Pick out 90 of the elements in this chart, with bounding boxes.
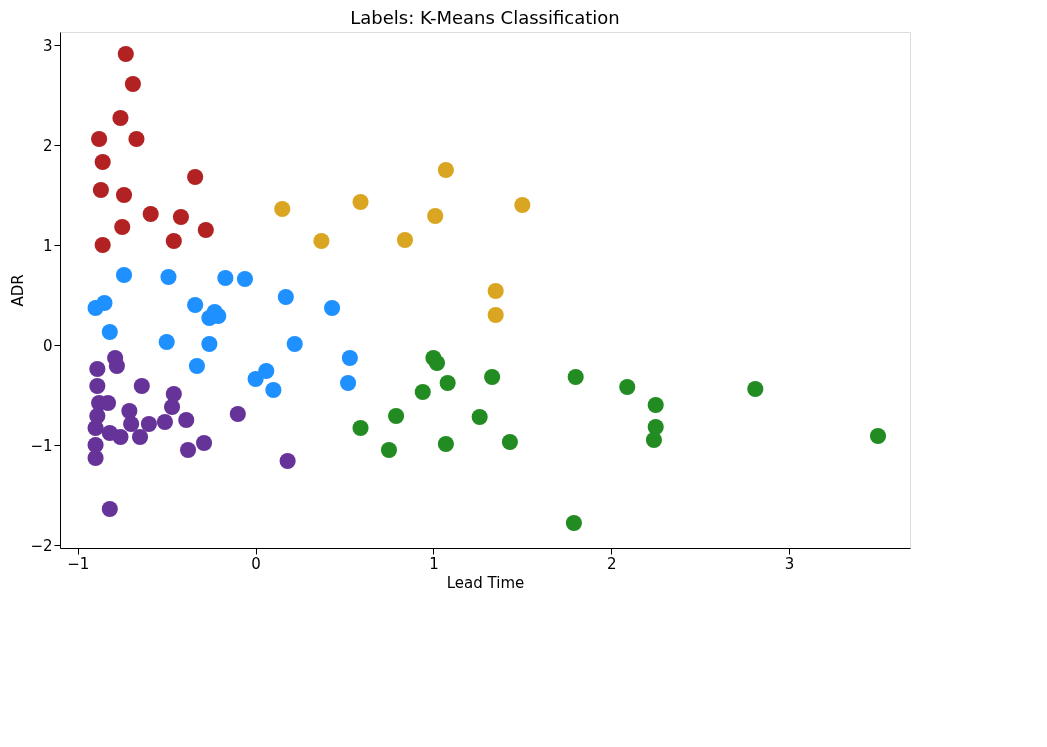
point — [236, 270, 253, 288]
point — [619, 378, 636, 396]
point — [156, 413, 173, 431]
point — [747, 380, 764, 398]
point — [195, 434, 213, 452]
x-tick-label: 3 — [784, 554, 795, 573]
x-tick-label: −1 — [67, 554, 90, 573]
point — [274, 200, 291, 218]
point — [140, 415, 157, 433]
x-tick-label: 1 — [429, 554, 439, 573]
point — [96, 294, 113, 312]
point — [487, 282, 504, 300]
point — [428, 354, 446, 372]
point — [340, 374, 357, 392]
point — [286, 335, 303, 353]
point — [92, 181, 109, 199]
x-tick-label: 2 — [606, 554, 617, 573]
y-tick-label: 2 — [42, 136, 53, 155]
point — [439, 374, 456, 392]
point — [258, 362, 275, 380]
point — [187, 296, 204, 314]
point — [158, 333, 175, 351]
point — [101, 323, 118, 341]
y-tick-label: 0 — [42, 336, 53, 355]
point — [187, 168, 204, 186]
point — [91, 130, 108, 148]
point — [277, 288, 294, 306]
point — [567, 368, 584, 386]
point — [172, 208, 189, 226]
point — [265, 381, 282, 399]
point — [89, 360, 106, 378]
point — [279, 452, 296, 470]
point — [94, 236, 111, 254]
point — [217, 269, 234, 287]
point — [89, 407, 106, 425]
x-axis-title: Lead Time — [446, 573, 525, 592]
point — [324, 299, 341, 317]
point — [87, 449, 104, 467]
point — [352, 193, 369, 211]
point — [197, 221, 214, 239]
point — [133, 377, 150, 395]
point — [142, 205, 159, 223]
point — [501, 433, 518, 451]
point — [647, 396, 664, 414]
point — [396, 231, 414, 249]
point — [114, 218, 131, 236]
y-tick-label: −1 — [30, 436, 53, 455]
point — [165, 232, 182, 250]
point — [341, 349, 358, 367]
point — [115, 186, 133, 204]
point — [380, 441, 398, 459]
point — [869, 427, 887, 445]
point — [117, 45, 134, 63]
point — [471, 408, 488, 426]
point — [514, 196, 531, 214]
point — [247, 370, 264, 388]
point — [128, 130, 145, 148]
point — [427, 207, 444, 225]
point — [160, 268, 177, 286]
point — [94, 153, 111, 171]
point — [313, 232, 330, 250]
point — [179, 441, 197, 459]
point — [484, 368, 501, 386]
point — [124, 75, 141, 93]
chart-title: Labels: K-Means Classification — [350, 7, 620, 28]
point — [201, 335, 218, 353]
point — [178, 411, 195, 429]
x-tick-label: 0 — [251, 554, 261, 573]
point — [101, 424, 118, 442]
point — [414, 383, 431, 401]
point — [115, 266, 133, 284]
point — [645, 431, 662, 449]
point — [437, 161, 454, 179]
point — [565, 514, 582, 532]
point — [163, 398, 181, 416]
point — [229, 405, 246, 423]
point — [487, 306, 504, 324]
point — [131, 428, 149, 446]
point — [352, 419, 369, 437]
point — [112, 109, 129, 127]
y-axis-title: ADR — [9, 274, 28, 307]
point — [388, 407, 405, 425]
point — [101, 500, 118, 518]
point — [188, 357, 205, 375]
point — [89, 377, 106, 395]
y-tick-label: 3 — [42, 36, 53, 55]
y-tick-label: 1 — [42, 236, 53, 255]
point — [123, 415, 140, 433]
point — [437, 435, 454, 453]
y-tick-label: −2 — [30, 536, 53, 555]
